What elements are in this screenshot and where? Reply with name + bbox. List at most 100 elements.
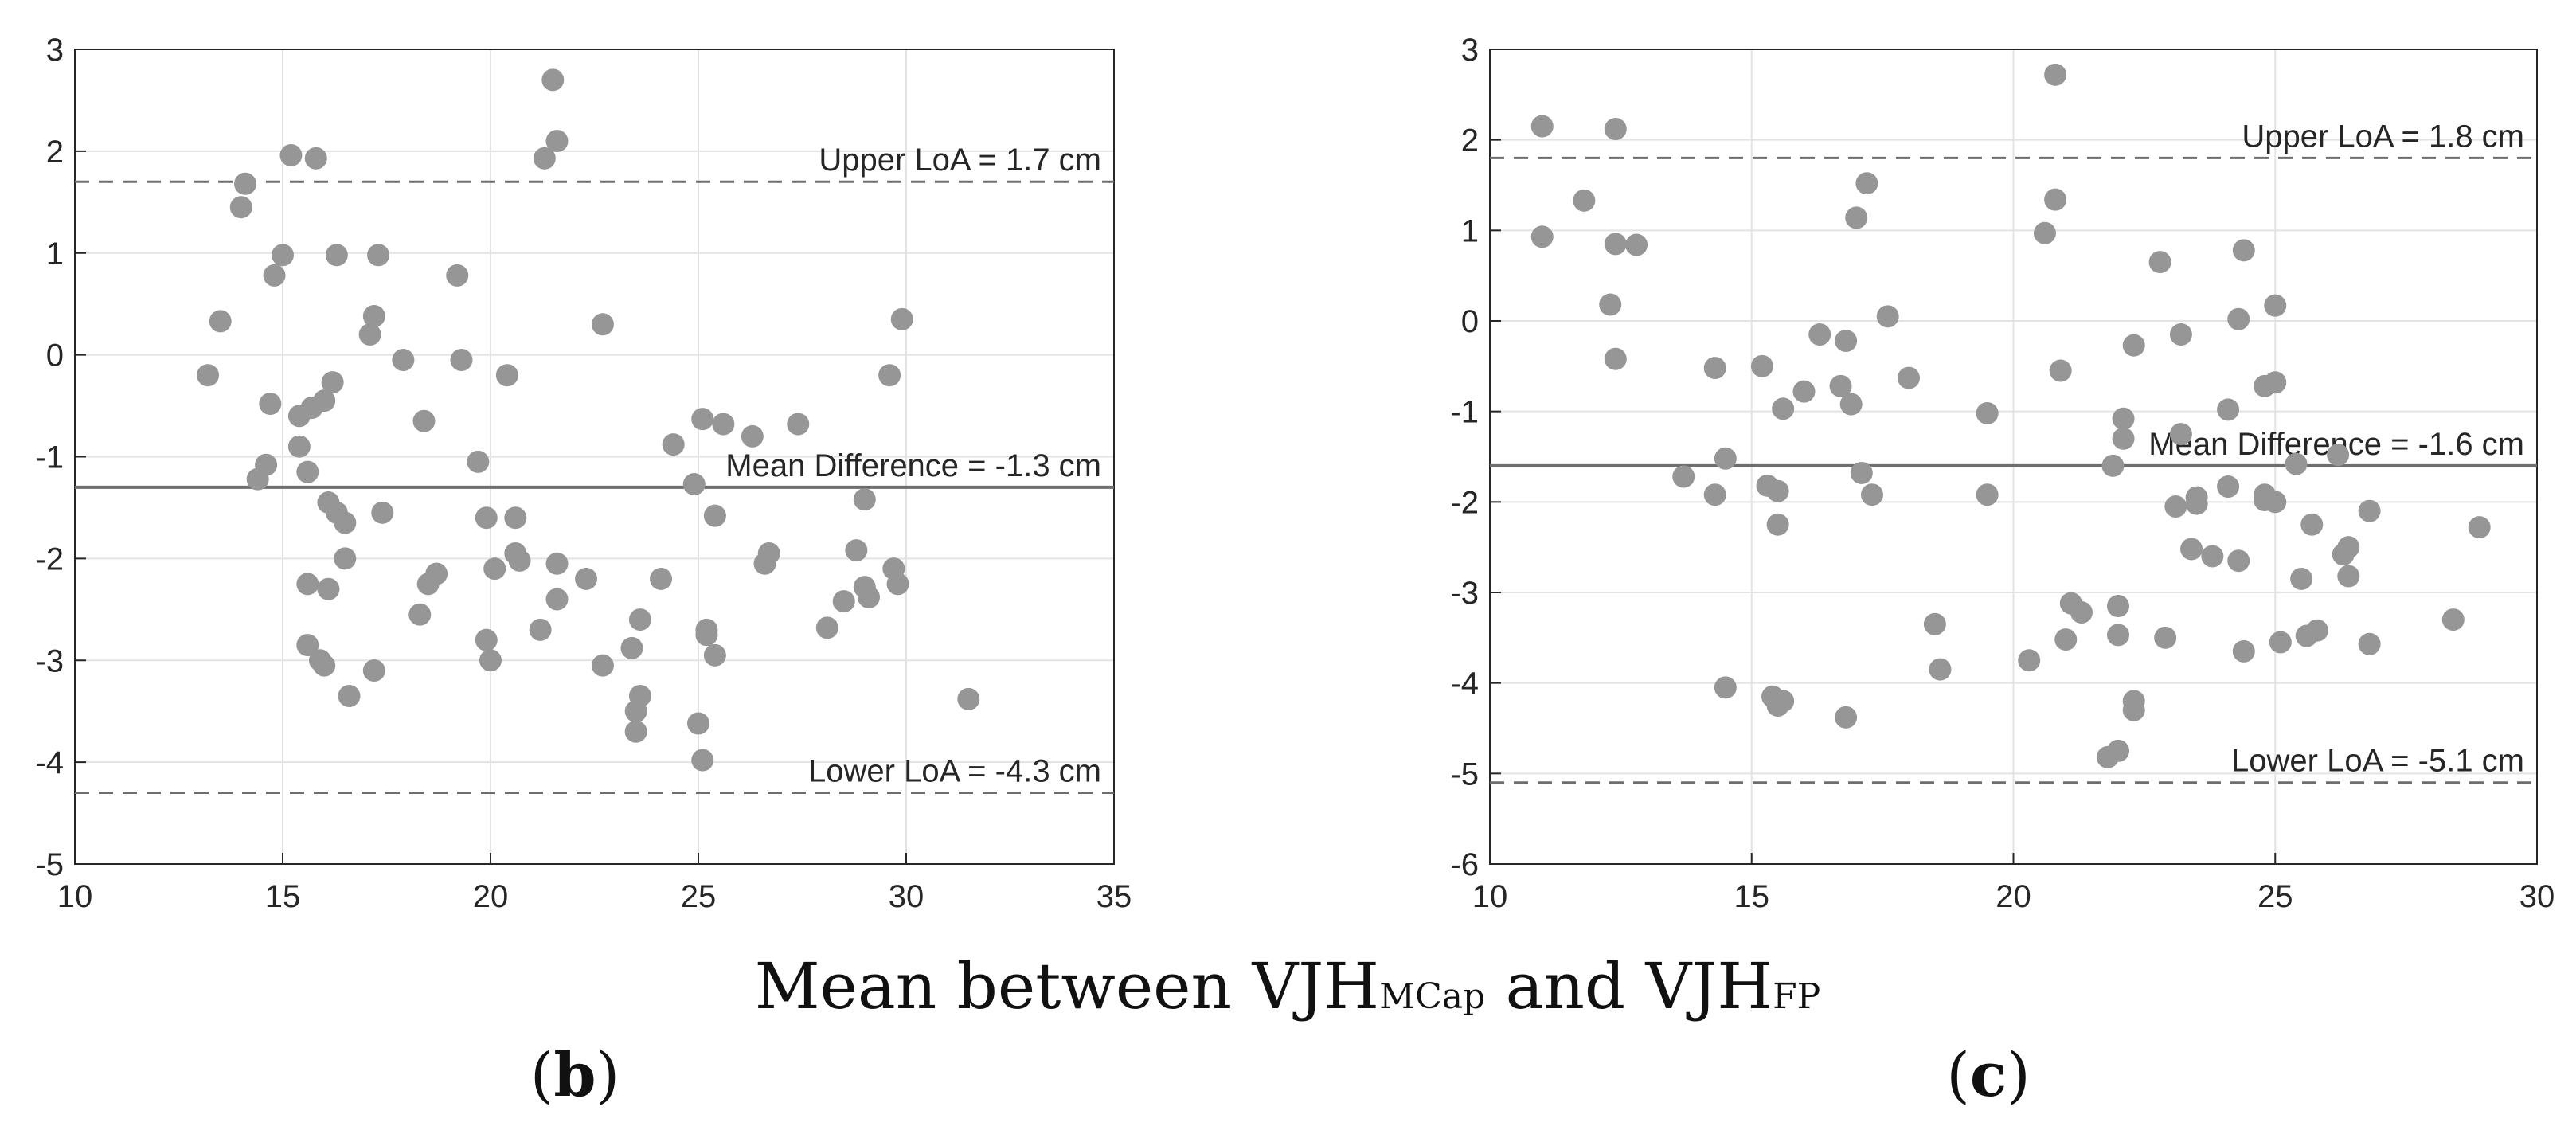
data-point bbox=[425, 562, 448, 585]
data-point bbox=[450, 349, 473, 372]
data-point bbox=[313, 654, 336, 677]
data-point bbox=[259, 393, 282, 416]
panel-label-c: (c) bbox=[1946, 1039, 2031, 1110]
data-point bbox=[2201, 545, 2224, 568]
data-point bbox=[2169, 423, 2192, 446]
data-point bbox=[467, 450, 490, 473]
data-point bbox=[2180, 538, 2203, 561]
data-point bbox=[703, 643, 726, 667]
data-point bbox=[757, 542, 780, 565]
data-point bbox=[1604, 118, 1627, 141]
data-point bbox=[334, 547, 357, 570]
upper-loa-label: Upper LoA = 1.7 cm bbox=[819, 143, 1101, 178]
data-point bbox=[362, 305, 385, 328]
data-point bbox=[890, 307, 913, 330]
data-point bbox=[2033, 221, 2056, 244]
data-point bbox=[287, 435, 311, 458]
data-point bbox=[845, 539, 868, 562]
y-tick-label: 3 bbox=[1461, 33, 1479, 68]
data-point bbox=[2227, 549, 2250, 573]
data-point bbox=[1573, 189, 1596, 212]
data-point bbox=[858, 585, 881, 608]
data-point bbox=[2122, 698, 2145, 721]
data-point bbox=[2049, 359, 2072, 382]
data-point bbox=[296, 573, 319, 596]
data-point bbox=[624, 720, 647, 743]
data-point bbox=[209, 310, 232, 333]
data-point bbox=[620, 636, 643, 659]
data-point bbox=[367, 244, 390, 267]
x-tick-label: 10 bbox=[1472, 879, 1508, 914]
data-point bbox=[392, 349, 415, 372]
data-point bbox=[2107, 739, 2129, 762]
data-point bbox=[371, 501, 394, 524]
data-point bbox=[687, 712, 709, 735]
data-point bbox=[1898, 366, 1920, 389]
data-point bbox=[338, 685, 361, 708]
data-point bbox=[1772, 690, 1795, 713]
data-point bbox=[475, 506, 498, 530]
data-point bbox=[1766, 479, 1789, 502]
x-tick-label: 15 bbox=[265, 879, 301, 914]
data-point bbox=[1750, 354, 1773, 377]
data-point bbox=[296, 634, 319, 657]
data-point bbox=[1829, 374, 1852, 397]
x-tick-label: 30 bbox=[889, 879, 924, 914]
data-point bbox=[1876, 305, 1899, 328]
data-point bbox=[2122, 334, 2145, 357]
y-tick-label: -1 bbox=[35, 440, 64, 475]
data-point bbox=[334, 511, 357, 534]
data-point bbox=[575, 567, 598, 590]
data-point bbox=[2112, 427, 2135, 450]
data-point bbox=[591, 313, 614, 336]
data-point bbox=[1672, 465, 1695, 488]
data-point bbox=[2441, 608, 2465, 631]
data-point bbox=[1530, 115, 1554, 138]
data-point bbox=[545, 588, 569, 611]
data-point bbox=[2264, 491, 2287, 514]
data-point bbox=[2232, 239, 2255, 262]
data-point bbox=[1923, 612, 1946, 635]
data-point bbox=[1839, 393, 1863, 416]
data-point bbox=[2107, 595, 2129, 618]
y-tick-label: 3 bbox=[46, 33, 64, 68]
data-point bbox=[358, 323, 381, 346]
data-point bbox=[304, 147, 327, 170]
data-point bbox=[2264, 294, 2287, 317]
data-point bbox=[362, 659, 385, 682]
data-point bbox=[2468, 516, 2491, 539]
data-point bbox=[2154, 626, 2177, 649]
x-tick-label: 25 bbox=[2257, 879, 2293, 914]
data-point bbox=[483, 557, 506, 581]
data-point bbox=[2044, 188, 2067, 211]
data-point bbox=[662, 433, 685, 456]
x-axis-label-subscript: MCap bbox=[1379, 976, 1485, 1017]
data-point bbox=[529, 618, 552, 641]
data-point bbox=[1703, 357, 1726, 380]
data-point bbox=[313, 389, 336, 413]
y-tick-label: -4 bbox=[1450, 667, 1479, 702]
x-tick-label: 20 bbox=[473, 879, 509, 914]
data-point bbox=[2070, 601, 2093, 624]
x-tick-label: 15 bbox=[1734, 879, 1770, 914]
data-point bbox=[1766, 513, 1789, 536]
data-point bbox=[2148, 251, 2171, 274]
data-point bbox=[2300, 513, 2324, 536]
data-point bbox=[1835, 706, 1858, 729]
data-point bbox=[2169, 323, 2192, 346]
data-point bbox=[2112, 407, 2135, 430]
data-point bbox=[1855, 172, 1878, 195]
data-point bbox=[628, 608, 651, 631]
x-tick-label: 25 bbox=[681, 879, 717, 914]
data-point bbox=[787, 413, 810, 436]
data-point bbox=[695, 624, 718, 647]
data-point bbox=[853, 488, 876, 511]
data-point bbox=[2337, 536, 2360, 559]
data-point bbox=[412, 409, 436, 432]
data-point bbox=[197, 364, 220, 387]
data-point bbox=[234, 172, 257, 195]
data-point bbox=[1976, 401, 1999, 424]
data-point bbox=[2232, 639, 2255, 663]
data-point bbox=[2305, 619, 2328, 642]
data-point bbox=[1772, 397, 1795, 420]
